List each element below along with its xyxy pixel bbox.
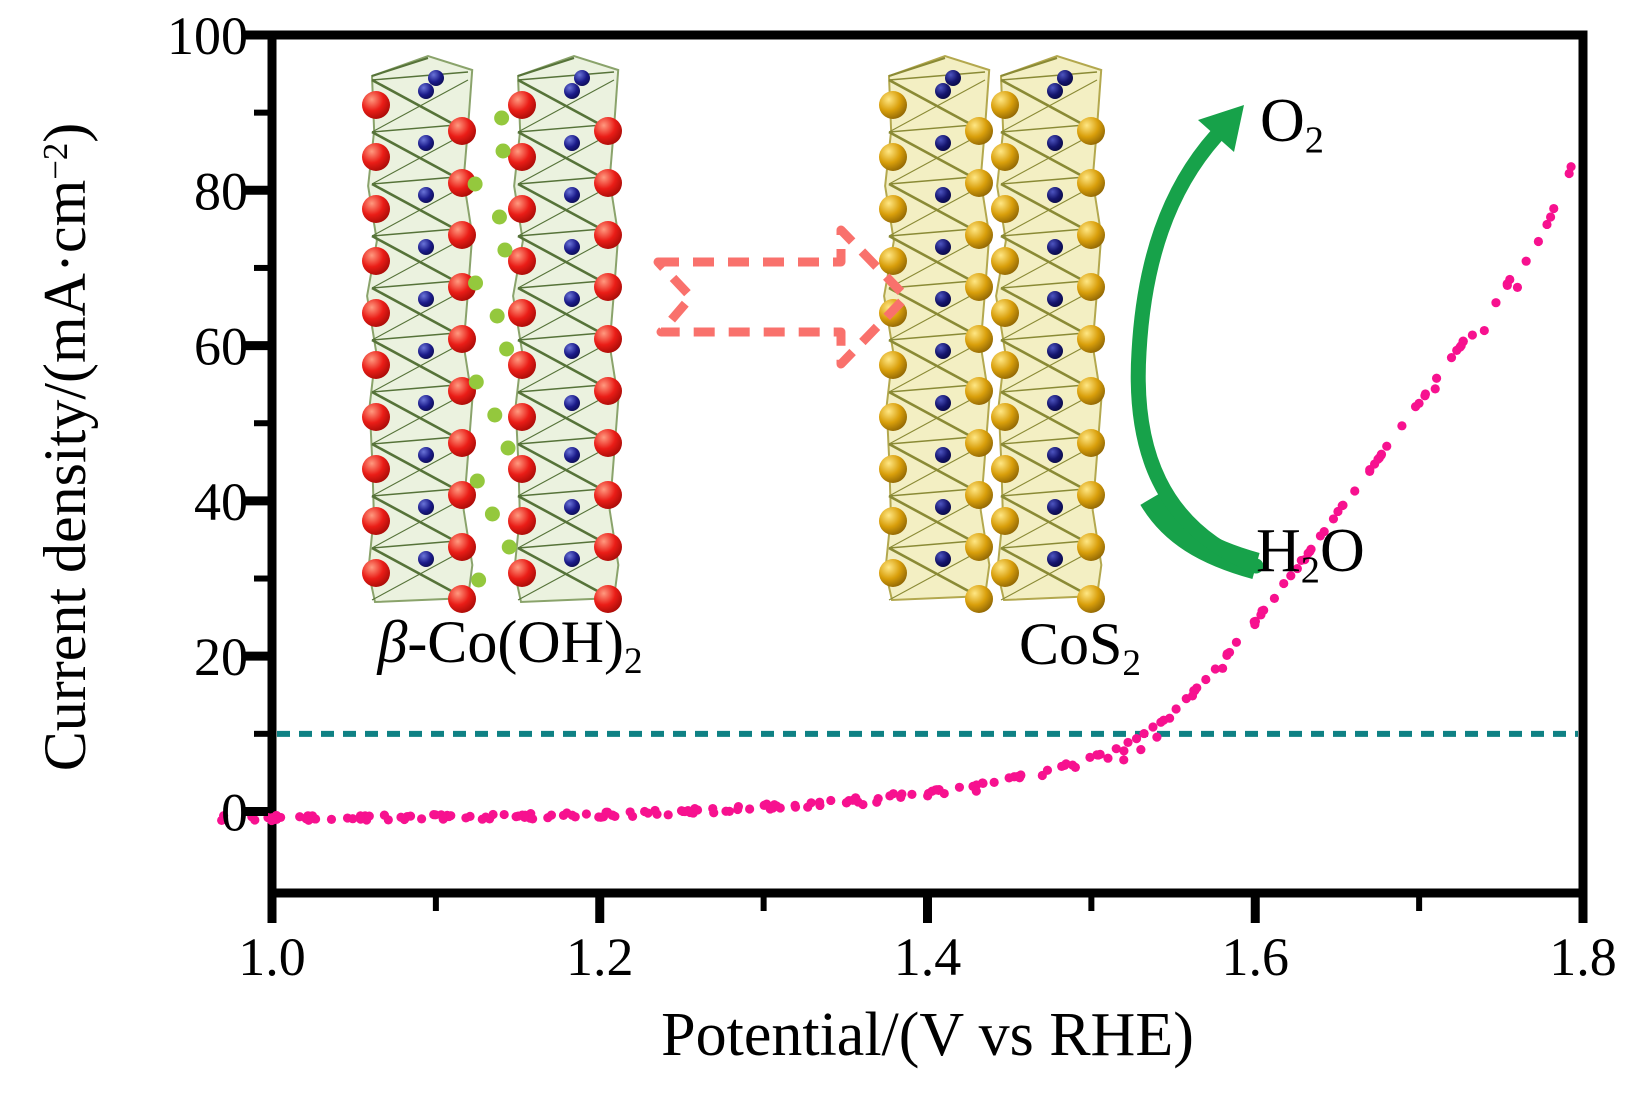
svg-text:40: 40	[194, 472, 248, 532]
o2-label: O2	[1260, 87, 1324, 162]
lsv-curve	[217, 162, 1576, 826]
axis-ticks	[242, 30, 1588, 923]
h2o-label: H2O	[1256, 517, 1365, 592]
svg-text:60: 60	[194, 317, 248, 377]
y-axis-title: Current density/(mA·cm−2)	[32, 122, 99, 772]
svg-text:1.4: 1.4	[894, 927, 962, 987]
x-axis-title: Potential/(V vs RHE)	[661, 1001, 1194, 1069]
svg-text:1.8: 1.8	[1549, 927, 1617, 987]
svg-text:1.2: 1.2	[566, 927, 634, 987]
svg-text:0: 0	[221, 782, 248, 842]
transformation-dashed-arrow-icon	[653, 225, 911, 369]
axis-tick-labels: 1.0 1.2 1.4 1.6 1.8 0 20 40 60 80 100	[167, 6, 1617, 987]
svg-text:1.0: 1.0	[238, 927, 306, 987]
plot-frame	[267, 30, 1588, 898]
svg-text:1.6: 1.6	[1222, 927, 1290, 987]
oer-reaction-arrow-icon	[1130, 105, 1264, 580]
cos2-label: CoS2	[1019, 611, 1141, 685]
svg-text:100: 100	[167, 6, 248, 66]
crystal-structure-inset	[362, 54, 1105, 613]
svg-text:20: 20	[194, 627, 248, 687]
beta-cooh2-label: β-Co(OH)2	[377, 609, 643, 683]
svg-text:80: 80	[194, 161, 248, 221]
